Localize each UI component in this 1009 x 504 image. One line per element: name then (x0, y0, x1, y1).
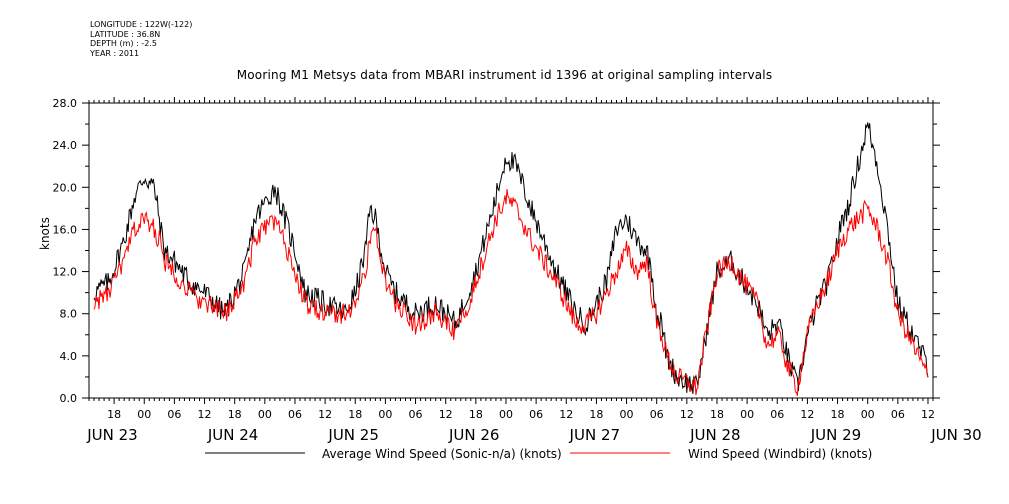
x-hour-label: 00 (620, 408, 634, 421)
x-hour-label: 06 (891, 408, 905, 421)
x-hour-label: 06 (167, 408, 181, 421)
plot-frame (88, 102, 934, 399)
x-hour-label: 12 (559, 408, 573, 421)
x-hour-label: 12 (198, 408, 212, 421)
x-hour-label: 18 (589, 408, 603, 421)
x-hour-label: 18 (107, 408, 121, 421)
x-date-label: JUN 30 (930, 426, 981, 444)
y-tick-label: 0.0 (60, 392, 78, 405)
x-hour-label: 18 (831, 408, 845, 421)
x-hour-label: 12 (318, 408, 332, 421)
metadata-block: LONGITUDE : 122W(-122) LATITUDE : 36.8N … (90, 20, 192, 58)
x-date-label: JUN 28 (689, 426, 740, 444)
y-tick-label: 24.0 (53, 139, 78, 152)
x-hour-label: 12 (439, 408, 453, 421)
x-date-label: JUN 27 (569, 426, 620, 444)
year-text: YEAR : 2011 (90, 48, 140, 58)
y-tick-label: 4.0 (60, 350, 78, 363)
x-hour-label: 18 (228, 408, 242, 421)
x-hour-label: 06 (650, 408, 664, 421)
legend-label-1: Wind Speed (Windbird) (knots) (688, 447, 872, 461)
series-line-1 (93, 189, 929, 397)
x-hour-label: 06 (770, 408, 784, 421)
x-hour-label: 06 (529, 408, 543, 421)
x-hour-label: 18 (469, 408, 483, 421)
x-hour-label: 00 (258, 408, 272, 421)
y-tick-label: 28.0 (53, 97, 78, 110)
x-date-label: JUN 29 (810, 426, 861, 444)
y-tick-label: 8.0 (60, 308, 78, 321)
x-hour-label: 12 (800, 408, 814, 421)
x-hour-label: 00 (499, 408, 513, 421)
x-hour-label: 18 (348, 408, 362, 421)
x-hour-label: 00 (137, 408, 151, 421)
axes-group: 0.0 4.0 8.0 12.0 16.0 20.0 24.0 28.0 18 00 06 12 18 0… (53, 97, 982, 444)
y-tick-label: 16.0 (53, 223, 78, 236)
latitude-text: LATITUDE : 36.8N (90, 29, 161, 39)
x-hour-label: 12 (680, 408, 694, 421)
series-group (93, 122, 929, 397)
x-hour-label: 12 (921, 408, 935, 421)
x-hour-label: 00 (861, 408, 875, 421)
x-date-label: JUN 23 (86, 426, 137, 444)
x-hour-label: 00 (740, 408, 754, 421)
longitude-text: LONGITUDE : 122W(-122) (90, 20, 193, 29)
legend-group: Average Wind Speed (Sonic-n/a) (knots) Wi… (205, 447, 872, 461)
depth-text: DEPTH (m) : -2.5 (90, 39, 157, 48)
x-hour-label: 00 (378, 408, 392, 421)
y-tick-label: 20.0 (53, 181, 78, 194)
x-hour-label: 18 (710, 408, 724, 421)
y-tick-label: 12.0 (53, 266, 78, 279)
x-date-label: JUN 26 (448, 426, 499, 444)
x-hour-label: 06 (409, 408, 423, 421)
series-line-0 (93, 122, 929, 394)
x-date-label: JUN 25 (327, 426, 378, 444)
chart-title: Mooring M1 Metsys data from MBARI instru… (236, 68, 773, 82)
x-hour-label: 06 (288, 408, 302, 421)
legend-label-0: Average Wind Speed (Sonic-n/a) (knots) (322, 447, 562, 461)
x-date-label: JUN 24 (207, 426, 258, 444)
